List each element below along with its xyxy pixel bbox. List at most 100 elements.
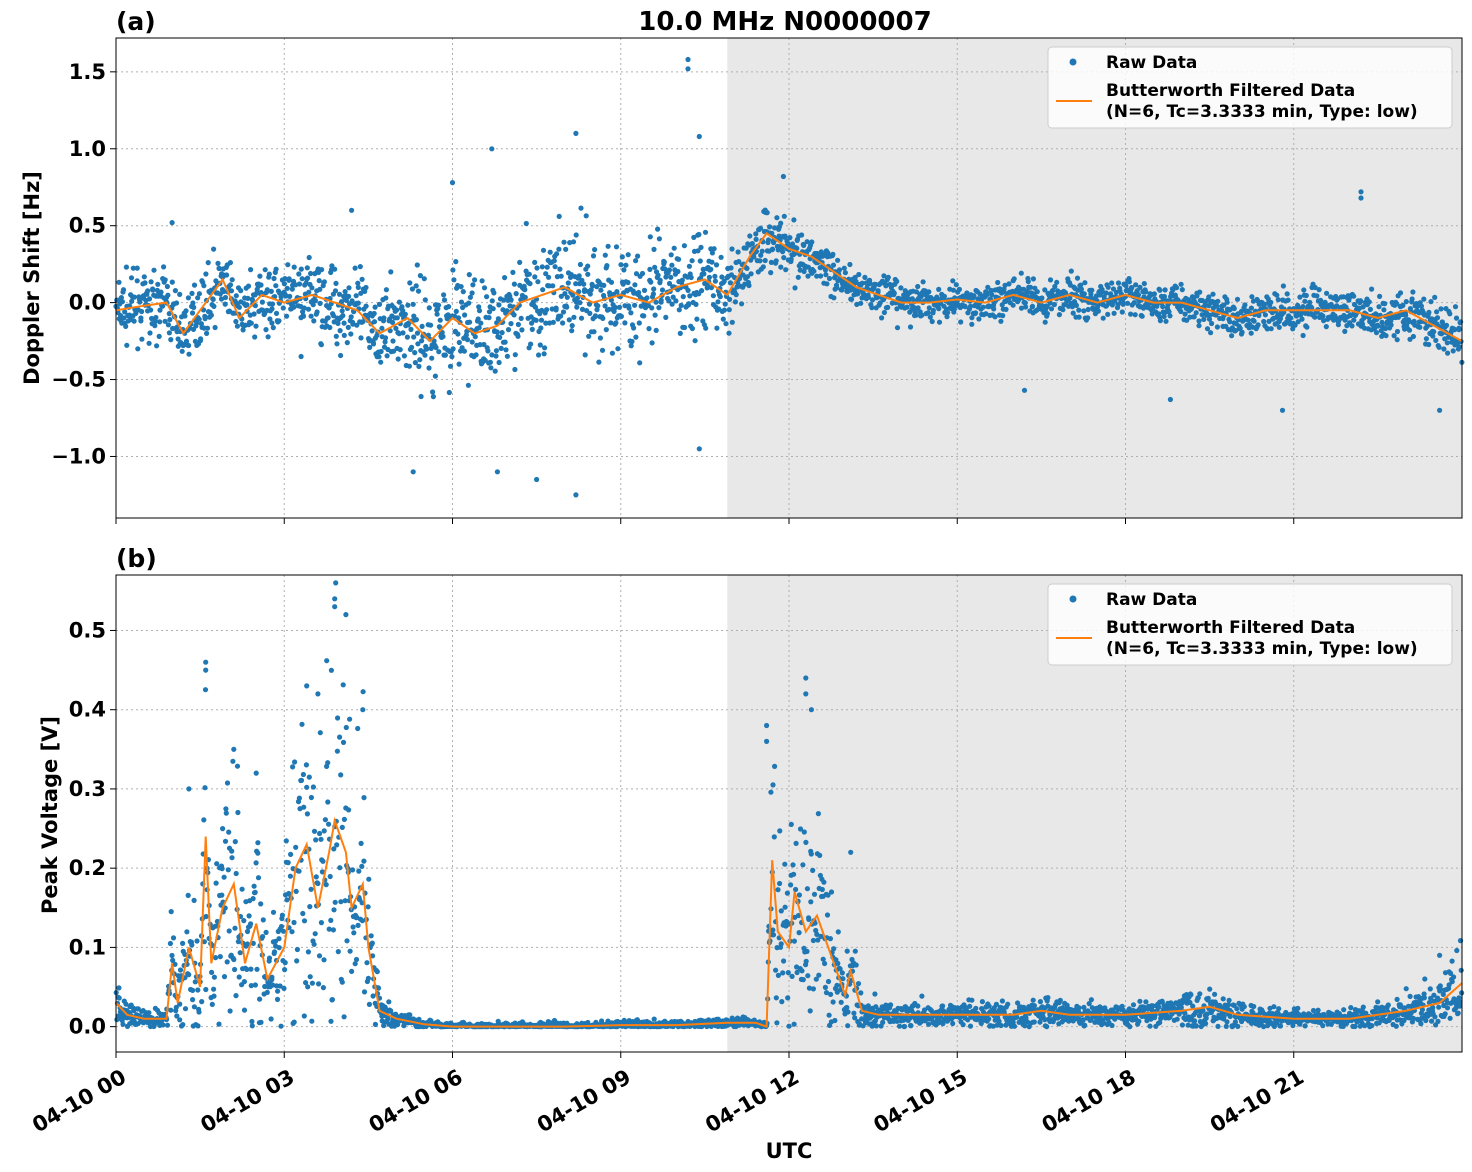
raw-data-point [828,889,835,895]
raw-data-point [712,273,718,279]
raw-data-point [412,350,418,356]
raw-data-point [1431,329,1437,335]
raw-data-point [969,321,975,327]
raw-data-point [1214,303,1220,309]
raw-data-point [232,966,238,973]
raw-data-point [355,300,361,306]
raw-data-point [476,325,482,331]
raw-data-point [574,304,580,310]
raw-data-point [986,1016,992,1022]
raw-data-point [269,320,275,326]
raw-data-point [811,268,817,274]
raw-data-point [913,312,919,318]
raw-data-point [298,266,304,272]
raw-data-point [234,323,240,329]
panel-a-legend-filtered-label-2: (N=6, Tc=3.3333 min, Type: low) [1106,102,1418,122]
raw-data-point [419,323,425,329]
raw-data-point [164,283,170,290]
raw-data-point [213,880,219,886]
raw-data-point [637,360,643,366]
raw-data-point [1045,995,1051,1001]
raw-data-point [371,319,378,325]
raw-data-point [191,304,197,310]
raw-data-point [294,958,300,964]
raw-data-point [168,337,174,343]
raw-data-point [1205,995,1211,1002]
raw-data-point [355,922,361,929]
raw-data-point [569,328,575,334]
raw-data-point [497,334,503,340]
raw-data-point [308,313,314,319]
raw-data-point [419,338,425,344]
raw-data-point [675,268,681,275]
raw-data-point [519,327,525,333]
raw-data-point [1414,304,1420,310]
raw-data-point [1178,281,1184,287]
raw-data-point [553,307,559,313]
raw-data-point [330,313,337,319]
raw-data-point [556,246,562,252]
raw-data-point [1068,268,1074,274]
raw-data-point [825,978,832,985]
raw-data-point [409,344,415,350]
raw-data-point [186,351,192,357]
raw-data-point [765,237,772,243]
raw-data-outlier [780,173,787,180]
raw-data-point [182,951,188,958]
raw-data-point [316,981,322,987]
raw-data-point [623,262,629,268]
raw-data-point [367,344,373,350]
raw-data-point [538,325,544,331]
raw-data-point [574,295,581,301]
raw-data-point [492,368,498,374]
raw-data-point [749,241,755,247]
raw-data-point [633,271,640,277]
raw-data-point [152,318,158,324]
raw-data-point [649,305,655,311]
raw-data-point [156,333,162,339]
raw-data-point [384,353,390,359]
raw-data-point [901,1023,908,1030]
raw-data-point [1394,301,1400,307]
raw-data-point [985,284,991,290]
raw-data-point [208,312,214,318]
raw-data-point [294,946,300,953]
raw-data-point [130,265,136,271]
raw-data-point [331,846,337,852]
raw-data-point [778,264,784,270]
raw-data-point [1383,333,1389,339]
raw-data-point [152,323,158,329]
raw-data-point [950,278,956,284]
raw-data-point [258,282,264,288]
raw-data-point [177,291,183,297]
raw-data-point [211,993,217,999]
raw-data-point [936,306,942,312]
raw-data-point [341,816,347,823]
raw-data-point [651,246,657,252]
raw-data-point [587,291,593,297]
raw-data-point [973,310,979,316]
raw-data-point [486,315,492,321]
raw-data-point [721,278,727,284]
raw-data-point [222,838,229,844]
raw-data-point [566,317,572,323]
raw-data-point [157,319,163,325]
raw-data-point [1082,280,1088,286]
raw-data-point [166,311,172,317]
raw-data-point [139,336,145,342]
raw-data-point [1088,997,1094,1003]
raw-data-point [967,1023,974,1029]
raw-data-point [191,282,198,288]
raw-data-point [666,267,673,273]
raw-data-point [1078,282,1084,288]
raw-data-point [603,327,609,333]
raw-data-point [504,308,510,314]
raw-data-point [307,904,313,910]
raw-data-point [194,938,200,944]
raw-data-point [353,956,360,963]
raw-data-point [849,296,855,302]
raw-data-point [120,287,127,293]
raw-data-point [412,360,418,366]
raw-data-point [336,291,343,297]
raw-data-point [298,777,305,784]
